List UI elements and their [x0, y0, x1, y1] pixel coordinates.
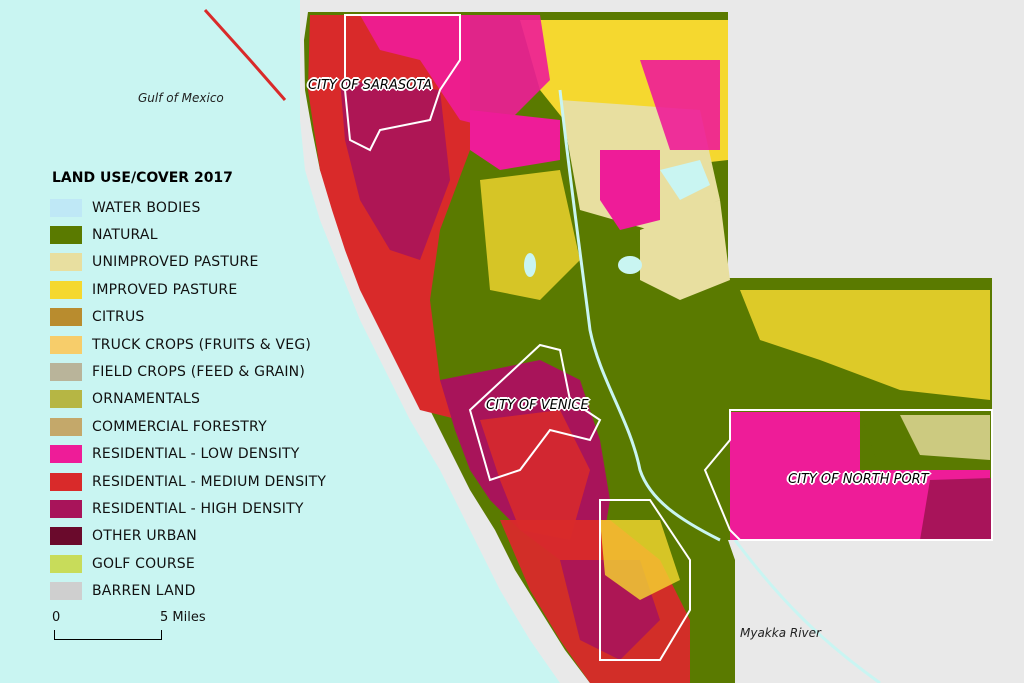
city-north-port-label: CITY OF NORTH PORT — [788, 472, 929, 487]
north-port-boundary — [703, 409, 993, 541]
myakka-river-line — [733, 539, 881, 683]
legend-label: RESIDENTIAL - MEDIUM DENSITY — [92, 473, 327, 490]
legend-swatch — [50, 554, 82, 573]
legend-swatch — [50, 253, 82, 272]
legend-label: RESIDENTIAL - LOW DENSITY — [92, 446, 300, 463]
myakka-river-label: Myakka River — [740, 626, 821, 640]
legend-item: IMPROVED PASTURE — [50, 276, 350, 303]
sarasota-boundary — [344, 14, 461, 152]
legend-item: ORNAMENTALS — [50, 386, 350, 413]
urban-venice-med — [480, 410, 590, 540]
lake-2 — [524, 253, 536, 277]
legend-list: WATER BODIES NATURAL UNIMPROVED PASTURE IMP… — [50, 194, 350, 605]
south-city-boundary — [599, 499, 691, 661]
city-sarasota-label: CITY OF SARASOTA — [308, 78, 432, 93]
legend-label: ORNAMENTALS — [92, 391, 201, 408]
legend-swatch — [50, 363, 82, 382]
lake-upper-myakka — [660, 160, 710, 200]
county-land — [304, 12, 992, 683]
legend-item: RESIDENTIAL - LOW DENSITY — [50, 441, 350, 468]
legend-label: IMPROVED PASTURE — [92, 281, 238, 298]
legend-swatch — [50, 226, 82, 245]
legend-label: FIELD CROPS (FEED & GRAIN) — [92, 364, 306, 381]
legend-swatch — [50, 417, 82, 436]
unimproved-mid — [640, 200, 730, 300]
venice-boundary — [468, 343, 602, 482]
urban-low-north — [360, 15, 550, 130]
legend-item: WATER BODIES — [50, 194, 350, 221]
legend-swatch — [50, 308, 82, 327]
scale-bar-line — [54, 630, 162, 640]
legend-item: RESIDENTIAL - MEDIUM DENSITY — [50, 468, 350, 495]
urban-low-2 — [470, 110, 560, 170]
legend-item: NATURAL — [50, 221, 350, 248]
gulf-of-mexico-label: Gulf of Mexico — [138, 91, 224, 105]
pasture-east — [740, 290, 990, 400]
legend-item: UNIMPROVED PASTURE — [50, 249, 350, 276]
legend-label: COMMERCIAL FORESTRY — [92, 418, 267, 435]
myakka-river — [558, 89, 721, 542]
legend-label: RESIDENTIAL - HIGH DENSITY — [92, 500, 304, 517]
legend-label: NATURAL — [92, 227, 158, 244]
scale-end-label: 5 Miles — [160, 610, 206, 625]
legend-swatch — [50, 472, 82, 491]
legend-swatch — [50, 335, 82, 354]
lake-1 — [618, 256, 642, 274]
legend-swatch — [50, 527, 82, 546]
legend-label: UNIMPROVED PASTURE — [92, 254, 259, 271]
north-port-high — [920, 478, 992, 540]
south-pasture — [600, 520, 680, 600]
legend-swatch — [50, 390, 82, 409]
barrier-island — [203, 8, 287, 101]
city-venice-label: CITY OF VENICE — [486, 398, 589, 413]
legend-label: OTHER URBAN — [92, 528, 197, 545]
urban-low-3 — [600, 150, 660, 230]
legend-swatch — [50, 198, 82, 217]
legend-label: CITRUS — [92, 309, 145, 326]
north-port-pasture — [900, 415, 990, 460]
urban-high-sarasota — [340, 80, 450, 260]
legend-title: LAND USE/COVER 2017 — [52, 170, 233, 186]
legend-label: GOLF COURSE — [92, 555, 195, 572]
legend: LAND USE/COVER 2017 WATER BODIES NATURAL U… — [50, 170, 350, 605]
legend-label: BARREN LAND — [92, 583, 196, 600]
legend-item: FIELD CROPS (FEED & GRAIN) — [50, 358, 350, 385]
scale-start-label: 0 — [52, 610, 61, 625]
legend-item: BARREN LAND — [50, 577, 350, 604]
legend-item: RESIDENTIAL - HIGH DENSITY — [50, 495, 350, 522]
legend-swatch — [50, 280, 82, 299]
legend-item: TRUCK CROPS (FRUITS & VEG) — [50, 331, 350, 358]
legend-swatch — [50, 499, 82, 518]
legend-swatch — [50, 582, 82, 601]
legend-label: TRUCK CROPS (FRUITS & VEG) — [92, 336, 312, 353]
legend-item: COMMERCIAL FORESTRY — [50, 413, 350, 440]
legend-item: GOLF COURSE — [50, 550, 350, 577]
legend-label: WATER BODIES — [92, 199, 201, 216]
legend-item: CITRUS — [50, 304, 350, 331]
urban-low-4 — [640, 60, 720, 150]
pasture-mid — [480, 170, 580, 300]
scale-bar: 0 5 Miles — [52, 610, 217, 642]
legend-swatch — [50, 445, 82, 464]
legend-item: OTHER URBAN — [50, 523, 350, 550]
